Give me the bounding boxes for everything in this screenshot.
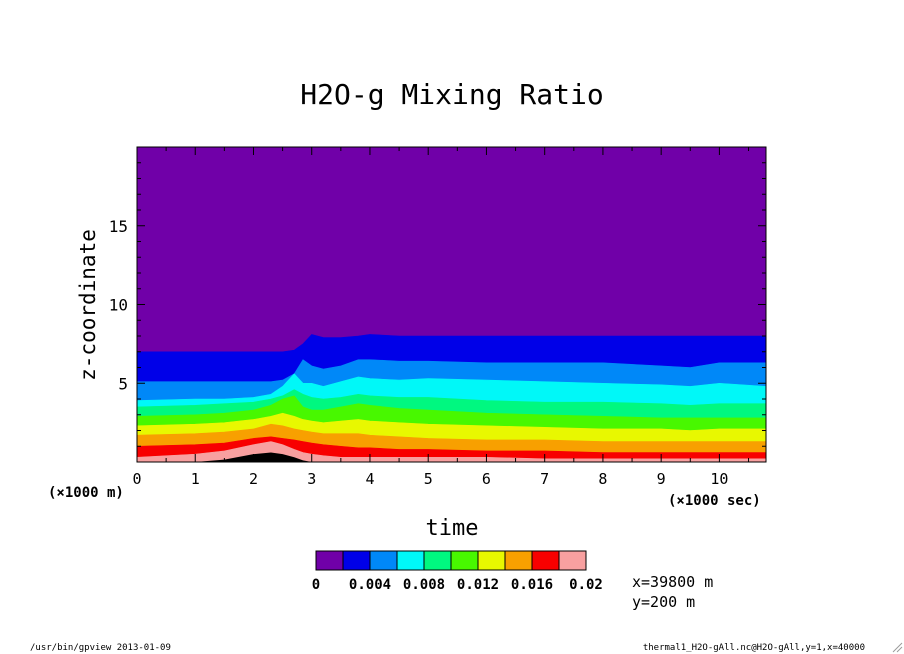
x-axis: 0 1 2 3 4 5 6 7 8 9 10	[132, 147, 750, 488]
colorbar-swatch	[504, 550, 533, 571]
colorbar-swatch	[558, 550, 587, 571]
y-position-label: y=200 m	[632, 593, 695, 611]
colorbar-swatch	[450, 550, 479, 571]
colorbar-label: 0.012	[457, 577, 499, 593]
contour-band-10	[137, 452, 766, 462]
x-position-label: x=39800 m	[632, 573, 713, 591]
x-tick-label: 6	[482, 470, 491, 488]
footer-left: /usr/bin/gpview 2013-01-09	[30, 643, 171, 653]
colorbar-swatch	[369, 550, 398, 571]
colorbar-swatch	[315, 550, 344, 571]
chart-title: H2O-g Mixing Ratio	[300, 78, 603, 111]
resize-grip-icon[interactable]	[892, 642, 903, 653]
x-tick-label: 10	[710, 470, 728, 488]
colorbar-label: 0.016	[511, 577, 553, 593]
colorbar-swatch	[477, 550, 506, 571]
y-axis-unit: (×1000 m)	[48, 485, 124, 501]
x-tick-label: 7	[540, 470, 549, 488]
x-tick-label: 9	[657, 470, 666, 488]
colorbar: 0 0.004 0.008 0.012 0.016 0.02	[312, 550, 603, 593]
x-axis-unit: (×1000 sec)	[668, 493, 761, 509]
y-tick-label: 5	[118, 374, 128, 393]
y-axis: 5 10 15	[109, 162, 766, 447]
colorbar-label: 0.008	[403, 577, 445, 593]
x-axis-label: time	[426, 516, 479, 541]
x-tick-label: 2	[249, 470, 258, 488]
x-tick-label: 1	[191, 470, 200, 488]
y-axis-label: z-coordinate	[76, 229, 100, 381]
y-tick-label: 15	[109, 217, 128, 236]
colorbar-swatch	[531, 550, 560, 571]
footer-right: thermal1_H2O-gAll.nc@H2O-gAll,y=1,x=4000…	[643, 643, 865, 653]
colorbar-label: 0	[312, 577, 320, 593]
x-tick-label: 0	[132, 470, 141, 488]
x-tick-label: 3	[307, 470, 316, 488]
x-tick-label: 4	[365, 470, 374, 488]
colorbar-swatch	[423, 550, 452, 571]
x-tick-label: 5	[424, 470, 433, 488]
x-tick-label: 8	[598, 470, 607, 488]
colorbar-label: 0.004	[349, 577, 391, 593]
y-tick-label: 10	[109, 296, 128, 315]
plot-area	[136, 146, 767, 463]
colorbar-swatch	[342, 550, 371, 571]
colorbar-swatch	[396, 550, 425, 571]
colorbar-label: 0.02	[569, 577, 603, 593]
